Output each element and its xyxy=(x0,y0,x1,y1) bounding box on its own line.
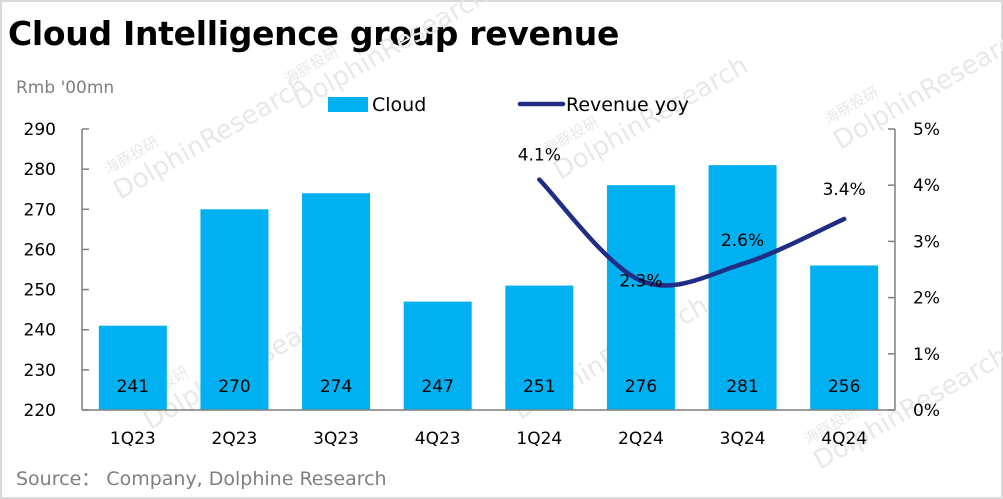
bar-series-cloud xyxy=(98,165,879,410)
line-series-revenue-yoy xyxy=(537,177,847,288)
revenue-yoy-line xyxy=(537,177,847,288)
bar-label-4Q23: 247 xyxy=(421,377,453,397)
left-tick-label: 280 xyxy=(24,160,56,180)
bar-2Q24 xyxy=(606,185,675,410)
bar-label-2Q24: 276 xyxy=(625,377,657,397)
right-tick-label: 1% xyxy=(913,345,940,365)
chart-title: Cloud Intelligence group revenue xyxy=(8,14,620,53)
line-label-4Q24: 3.4% xyxy=(823,180,866,200)
legend-swatch-cloud xyxy=(328,97,368,112)
line-label-2Q24: 2.3% xyxy=(619,272,662,292)
left-tick-label: 240 xyxy=(24,321,56,341)
x-tick-label: 4Q24 xyxy=(821,429,867,449)
bar-4Q23 xyxy=(403,301,472,410)
left-tick-label: 220 xyxy=(24,401,56,421)
line-label-1Q24: 4.1% xyxy=(518,146,561,166)
x-tick-label: 2Q24 xyxy=(618,429,664,449)
bar-label-1Q24: 251 xyxy=(523,377,555,397)
bar-1Q23 xyxy=(98,325,167,410)
watermark-text: DolphinResearch xyxy=(109,71,314,207)
bar-data-labels: 241 270 274 247 251 276 281 256 xyxy=(117,377,861,397)
bar-1Q24 xyxy=(505,285,574,410)
y-axis-unit-label: Rmb '00mn xyxy=(16,78,115,98)
bar-label-3Q24: 281 xyxy=(726,377,758,397)
axes: 220 230 240 250 260 270 280 290 0% 1% 2% 3% 4% 5% 1Q23… xyxy=(24,120,940,449)
left-tick-label: 250 xyxy=(24,281,56,301)
bar-label-2Q23: 270 xyxy=(218,377,250,397)
right-tick-label: 2% xyxy=(913,289,940,309)
legend: Cloud Revenue yoy xyxy=(328,94,689,116)
left-tick-label: 290 xyxy=(24,120,56,140)
bar-label-1Q23: 241 xyxy=(117,377,149,397)
x-tick-label: 3Q23 xyxy=(313,429,359,449)
left-tick-label: 270 xyxy=(24,200,56,220)
bar-3Q24 xyxy=(708,165,777,410)
left-tick-label: 230 xyxy=(24,361,56,381)
legend-label-revenue-yoy: Revenue yoy xyxy=(566,94,689,116)
x-tick-label: 1Q24 xyxy=(516,429,562,449)
x-tick-label: 4Q23 xyxy=(415,429,461,449)
bar-3Q23 xyxy=(302,193,371,410)
bar-2Q23 xyxy=(200,209,269,410)
line-label-3Q24: 2.6% xyxy=(721,231,764,251)
x-tick-label: 2Q23 xyxy=(212,429,258,449)
right-tick-label: 0% xyxy=(913,401,940,421)
right-tick-label: 3% xyxy=(913,232,940,252)
x-tick-label: 1Q23 xyxy=(110,429,156,449)
right-tick-label: 4% xyxy=(913,176,940,196)
legend-label-cloud: Cloud xyxy=(372,94,426,116)
right-tick-label: 5% xyxy=(913,120,940,140)
x-tick-label: 3Q24 xyxy=(720,429,766,449)
bar-label-4Q24: 256 xyxy=(828,377,860,397)
line-data-labels: 4.1% 2.3% 2.6% 3.4% xyxy=(518,146,866,292)
source-note: Source： Company, Dolphine Research xyxy=(16,468,387,490)
bar-label-3Q23: 274 xyxy=(320,377,352,397)
left-tick-label: 260 xyxy=(24,240,56,260)
bar-4Q24 xyxy=(810,265,879,410)
